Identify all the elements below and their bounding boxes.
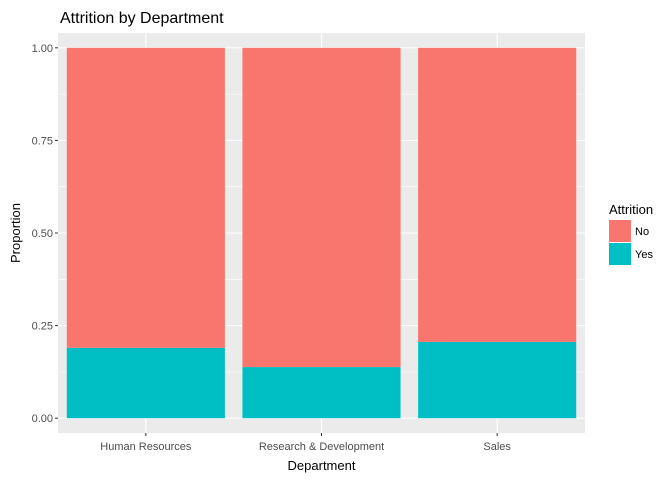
y-axis-title: Proportion (8, 203, 23, 263)
bar-segment-yes (66, 347, 225, 419)
legend-key-no (609, 220, 631, 242)
x-tick-label: Human Resources (100, 441, 192, 453)
y-tick-label: 0.25 (32, 321, 53, 333)
bars (66, 47, 577, 419)
y-axis: 0.00 0.25 0.50 0.75 1.00 (32, 43, 58, 425)
bar-segment-no (66, 47, 225, 348)
bar-segment-yes (242, 367, 401, 419)
bar-segment-no (418, 47, 577, 342)
legend-label: No (635, 226, 649, 238)
y-tick-label: 0.50 (32, 228, 53, 240)
legend: Attrition No Yes (609, 202, 653, 265)
bar-segment-yes (418, 341, 577, 419)
x-axis: Human Resources Research & Development Sal… (100, 433, 511, 453)
y-tick-label: 0.75 (32, 135, 53, 147)
chart-title: Attrition by Department (60, 10, 224, 27)
x-axis-title: Department (288, 458, 356, 473)
bar-segment-no (242, 47, 401, 368)
x-tick-label: Sales (483, 441, 511, 453)
legend-items: No Yes (609, 220, 653, 265)
legend-title: Attrition (609, 202, 653, 217)
y-tick-label: 1.00 (32, 43, 53, 55)
x-tick-label: Research & Development (259, 441, 384, 453)
legend-label: Yes (635, 249, 653, 261)
legend-key-yes (609, 243, 631, 265)
y-tick-label: 0.00 (32, 413, 53, 425)
